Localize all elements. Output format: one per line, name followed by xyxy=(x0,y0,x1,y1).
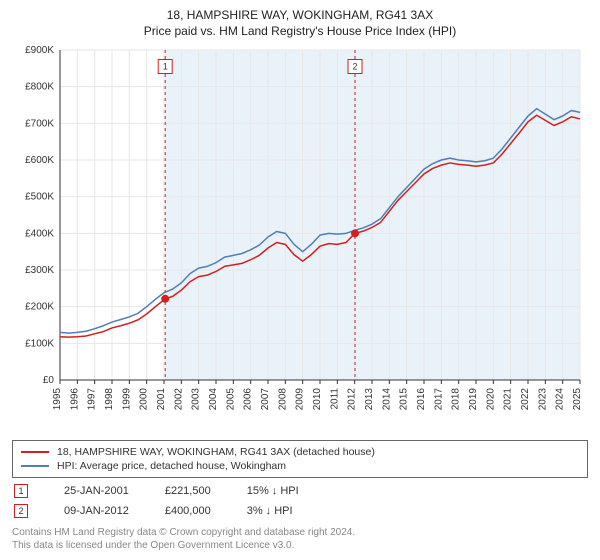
sale-2-price: £400,000 xyxy=(165,505,211,517)
title-address: 18, HAMPSHIRE WAY, WOKINGHAM, RG41 3AX xyxy=(12,8,588,22)
svg-text:2009: 2009 xyxy=(295,388,306,411)
attribution-line2: This data is licensed under the Open Gov… xyxy=(12,539,588,552)
svg-text:£800K: £800K xyxy=(25,82,54,93)
svg-text:2015: 2015 xyxy=(399,388,410,411)
svg-text:2004: 2004 xyxy=(208,388,219,411)
sale-marker-2-index: 2 xyxy=(18,506,23,516)
svg-text:£700K: £700K xyxy=(25,118,54,129)
legend-row-hpi: HPI: Average price, detached house, Woki… xyxy=(21,459,579,473)
svg-text:2019: 2019 xyxy=(468,388,479,411)
svg-text:2021: 2021 xyxy=(503,388,514,411)
svg-text:2013: 2013 xyxy=(364,388,375,411)
sale-marker-2: 2 xyxy=(14,504,28,518)
svg-text:2018: 2018 xyxy=(451,388,462,411)
svg-text:1996: 1996 xyxy=(69,388,80,411)
svg-text:2017: 2017 xyxy=(433,388,444,411)
svg-text:£100K: £100K xyxy=(25,338,54,349)
attribution: Contains HM Land Registry data © Crown c… xyxy=(12,526,588,552)
attribution-line1: Contains HM Land Registry data © Crown c… xyxy=(12,526,588,539)
svg-text:1998: 1998 xyxy=(104,388,115,411)
svg-text:£500K: £500K xyxy=(25,192,54,203)
svg-text:2022: 2022 xyxy=(520,388,531,411)
legend-row-paid: 18, HAMPSHIRE WAY, WOKINGHAM, RG41 3AX (… xyxy=(21,445,579,459)
sale-row-1: 1 25-JAN-2001 £221,500 15% ↓ HPI xyxy=(12,484,588,498)
svg-text:2007: 2007 xyxy=(260,388,271,411)
svg-text:2025: 2025 xyxy=(572,388,583,411)
sale-1-date: 25-JAN-2001 xyxy=(64,485,129,497)
svg-text:2023: 2023 xyxy=(537,388,548,411)
svg-text:1997: 1997 xyxy=(87,388,98,411)
svg-text:2006: 2006 xyxy=(243,388,254,411)
svg-text:2005: 2005 xyxy=(225,388,236,411)
svg-text:1: 1 xyxy=(163,62,168,72)
chart-titles: 18, HAMPSHIRE WAY, WOKINGHAM, RG41 3AX P… xyxy=(12,8,588,38)
svg-text:£600K: £600K xyxy=(25,155,54,166)
svg-text:£300K: £300K xyxy=(25,265,54,276)
svg-text:2010: 2010 xyxy=(312,388,323,411)
svg-text:£200K: £200K xyxy=(25,302,54,313)
svg-text:2012: 2012 xyxy=(347,388,358,411)
svg-text:2008: 2008 xyxy=(277,388,288,411)
legend-label-hpi: HPI: Average price, detached house, Woki… xyxy=(57,460,286,472)
price-chart: £0 £100K £200K £300K £400K £500K £600K £700K £80… xyxy=(12,44,588,434)
sale-marker-1-index: 1 xyxy=(18,486,23,496)
svg-text:2003: 2003 xyxy=(191,388,202,411)
svg-text:2016: 2016 xyxy=(416,388,427,411)
svg-text:1995: 1995 xyxy=(52,388,63,411)
sale-marker-1: 1 xyxy=(14,484,28,498)
sale-1-hpidiff: 15% ↓ HPI xyxy=(247,485,299,497)
sale-1-price: £221,500 xyxy=(165,485,211,497)
svg-text:2001: 2001 xyxy=(156,388,167,411)
svg-text:2024: 2024 xyxy=(555,388,566,411)
svg-text:2020: 2020 xyxy=(485,388,496,411)
legend-label-paid: 18, HAMPSHIRE WAY, WOKINGHAM, RG41 3AX (… xyxy=(57,446,375,458)
svg-text:£0: £0 xyxy=(43,375,55,386)
legend-swatch-paid xyxy=(21,451,49,453)
sale-2-date: 09-JAN-2012 xyxy=(64,505,129,517)
svg-text:2011: 2011 xyxy=(329,388,340,410)
svg-text:£400K: £400K xyxy=(25,228,54,239)
svg-text:2002: 2002 xyxy=(173,388,184,411)
svg-text:1999: 1999 xyxy=(121,388,132,411)
sale-row-2: 2 09-JAN-2012 £400,000 3% ↓ HPI xyxy=(12,504,588,518)
svg-text:2014: 2014 xyxy=(381,388,392,411)
legend: 18, HAMPSHIRE WAY, WOKINGHAM, RG41 3AX (… xyxy=(12,440,588,478)
sale-2-hpidiff: 3% ↓ HPI xyxy=(247,505,293,517)
legend-swatch-hpi xyxy=(21,465,49,467)
title-subtitle: Price paid vs. HM Land Registry's House … xyxy=(12,24,588,38)
svg-text:£900K: £900K xyxy=(25,45,54,56)
svg-text:2: 2 xyxy=(353,62,358,72)
svg-text:2000: 2000 xyxy=(139,388,150,411)
